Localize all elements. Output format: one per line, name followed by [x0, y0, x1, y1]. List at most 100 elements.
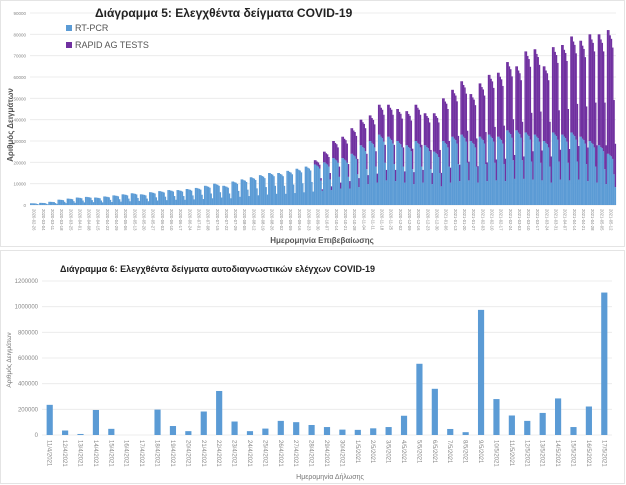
- x-tick-label: 1/5/2021: [354, 440, 360, 464]
- bar-rt-pcr: [173, 196, 176, 205]
- bar-rapid-ag: [321, 189, 324, 191]
- bar-rt-pcr: [571, 132, 573, 205]
- bar-rt-pcr: [201, 194, 203, 205]
- bar-rapid-ag: [370, 115, 372, 141]
- bar-rt-pcr: [87, 197, 89, 205]
- bar-rt-pcr: [66, 198, 69, 205]
- bar-rt-pcr: [528, 136, 530, 205]
- bar-rapid-ag: [602, 51, 605, 152]
- bar-rt-pcr: [112, 195, 114, 205]
- x-tick-label: 29/4/2021: [323, 440, 329, 467]
- bar-rt-pcr: [367, 184, 369, 205]
- bar-rapid-ag: [381, 109, 384, 139]
- bar-rapid-ag: [570, 36, 572, 133]
- bar-rt-pcr: [270, 173, 273, 205]
- bar-rapid-ag: [583, 48, 585, 141]
- bar-rt-pcr: [181, 191, 184, 205]
- bar-rapid-ag: [342, 136, 345, 159]
- bar-rt-pcr: [299, 170, 301, 205]
- bar-rt-pcr: [282, 176, 284, 205]
- bar-rt-pcr: [449, 182, 452, 205]
- bar-rt-pcr: [406, 145, 409, 205]
- bar-rt-pcr: [307, 167, 309, 205]
- bar-rt-pcr: [414, 141, 416, 205]
- x-tick-label: 2020-04-01: [77, 209, 82, 231]
- bar-rt-pcr: [260, 175, 262, 205]
- bar-rt-pcr: [323, 162, 325, 205]
- bar-rapid-ag: [486, 162, 488, 182]
- bar-rt-pcr: [207, 186, 210, 205]
- bar-rt-pcr: [457, 164, 460, 205]
- bar-rt-pcr: [78, 197, 80, 205]
- bar-rt-pcr: [230, 198, 232, 205]
- bar-rt-pcr: [315, 164, 317, 205]
- bar-rapid-ag: [489, 74, 491, 135]
- bar-rt-pcr: [351, 153, 354, 205]
- x-tick-label: 2020-07-01: [196, 209, 201, 231]
- bar-rapid-ag: [376, 173, 379, 183]
- bar-rt-pcr: [576, 161, 579, 205]
- bar-rt-pcr: [359, 145, 362, 205]
- bar-rapid-ag: [487, 74, 490, 135]
- bar-self-test: [447, 428, 454, 435]
- bar-rt-pcr: [171, 190, 173, 205]
- bar-rapid-ag: [402, 147, 405, 167]
- x-tick-label: 24/4/2021: [246, 440, 252, 467]
- bar-rt-pcr: [572, 134, 575, 205]
- bar-rapid-ag: [419, 114, 422, 148]
- bar-rapid-ag: [530, 112, 533, 162]
- bar-rapid-ag: [532, 151, 534, 180]
- bar-rt-pcr: [296, 168, 299, 205]
- bar-rt-pcr: [389, 138, 392, 205]
- bar-rapid-ag: [452, 89, 454, 137]
- bar-rapid-ag: [604, 102, 606, 170]
- bar-rt-pcr: [448, 166, 450, 205]
- bar-rt-pcr: [605, 184, 607, 205]
- bar-rapid-ag: [579, 40, 581, 137]
- bar-rt-pcr: [549, 166, 551, 205]
- bar-rt-pcr: [158, 191, 160, 205]
- bar-rt-pcr: [302, 183, 304, 205]
- bar-rapid-ag: [430, 149, 432, 170]
- bar-rt-pcr: [516, 130, 518, 205]
- bar-rapid-ag: [436, 117, 439, 155]
- bar-rt-pcr: [313, 164, 316, 205]
- bar-rt-pcr: [295, 168, 297, 205]
- bar-rt-pcr: [430, 169, 432, 205]
- bar-rt-pcr: [65, 203, 67, 205]
- y-tick-label: 800000: [18, 330, 39, 336]
- bar-rapid-ag: [523, 156, 525, 179]
- bar-rapid-ag: [472, 97, 474, 143]
- x-tick-label: 7/5/2021: [446, 440, 452, 464]
- bar-rt-pcr: [527, 134, 529, 205]
- bar-rapid-ag: [384, 144, 386, 163]
- bar-rapid-ag: [426, 116, 428, 148]
- x-tick-label: 2020-12-16: [416, 209, 421, 231]
- bar-rt-pcr: [50, 201, 53, 205]
- bar-rt-pcr: [285, 193, 287, 205]
- bar-rt-pcr: [478, 136, 481, 205]
- bar-rapid-ag: [371, 118, 373, 143]
- bar-rapid-ag: [595, 102, 597, 167]
- x-tick-label: 2021-04-28: [590, 209, 595, 231]
- bar-rapid-ag: [385, 169, 388, 181]
- bar-rt-pcr: [222, 185, 224, 205]
- bar-rapid-ag: [417, 107, 419, 143]
- bar-rt-pcr: [37, 204, 40, 205]
- bar-self-test: [570, 427, 577, 435]
- bar-rt-pcr: [125, 194, 127, 205]
- bar-rt-pcr: [596, 182, 598, 205]
- x-tick-label: 2021-01-13: [453, 209, 458, 231]
- y-tick-label: 0: [35, 433, 39, 439]
- bar-rapid-ag: [359, 119, 362, 146]
- x-tick-label: 2020-12-09: [407, 209, 412, 231]
- bar-rt-pcr: [606, 153, 609, 205]
- bar-rt-pcr: [521, 160, 524, 205]
- bar-rapid-ag: [494, 126, 496, 163]
- y-tick-label: 400000: [18, 382, 39, 388]
- bar-rt-pcr: [104, 196, 106, 205]
- bar-rt-pcr: [325, 163, 328, 205]
- bar-rt-pcr: [524, 132, 526, 205]
- bar-rt-pcr: [589, 141, 592, 205]
- legend-swatch-rt-pcr: [66, 25, 72, 31]
